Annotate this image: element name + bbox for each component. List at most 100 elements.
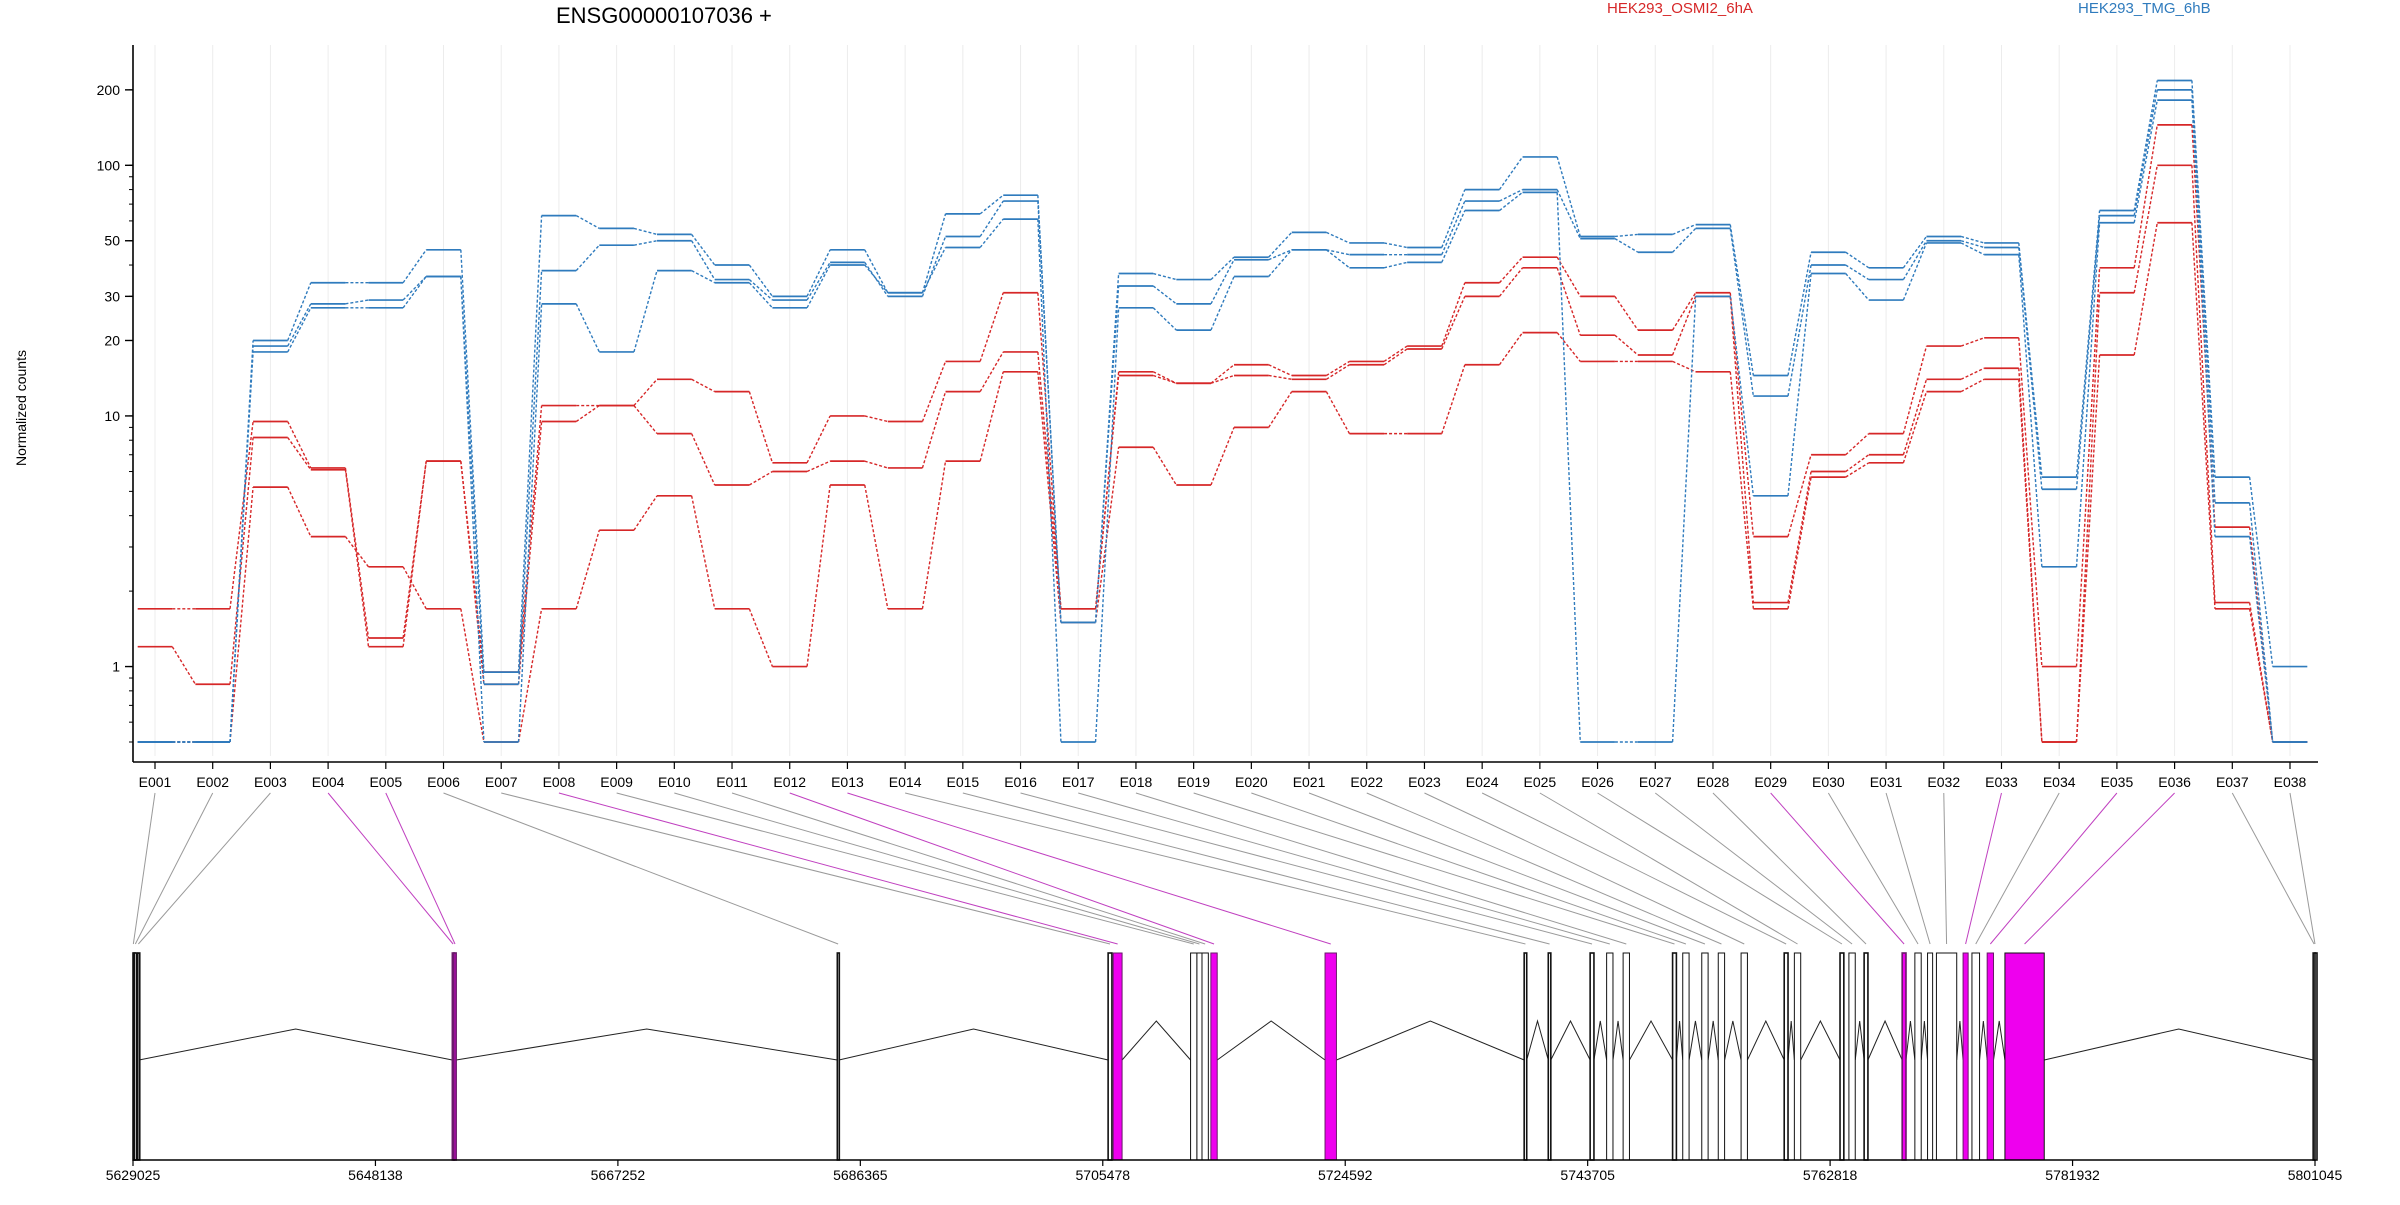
- exon-box-E011: [1201, 952, 1209, 1161]
- series-5-transition: [1902, 242, 1928, 301]
- series-0-transition: [1787, 454, 1812, 537]
- series-1-transition: [1671, 296, 1697, 356]
- series-2-transition: [1787, 476, 1812, 609]
- connector-E001: [132, 792, 156, 945]
- series-lines: [137, 79, 2308, 743]
- series-1-transition: [2133, 165, 2158, 293]
- connector-E005: [385, 792, 456, 945]
- connector-E035: [1989, 792, 2118, 945]
- x-tick-label-E031: E031: [1870, 774, 1903, 790]
- series-3-transition: [979, 194, 1004, 215]
- series-1-transition: [690, 433, 716, 486]
- connector-E033: [1965, 792, 2002, 945]
- series-1-transition: [1383, 348, 1408, 366]
- series-5-transition: [633, 270, 658, 353]
- series-1-transition: [633, 405, 658, 435]
- series-0-transition: [1037, 292, 1062, 609]
- series-0: [137, 124, 2308, 743]
- series-2-transition: [1094, 447, 1120, 623]
- series-2-transition: [921, 461, 947, 609]
- series-4-transition: [287, 303, 312, 347]
- y-tick-label-50: 50: [104, 233, 120, 249]
- series-4-transition: [517, 270, 543, 685]
- gene-title: ENSG00000107036 +: [556, 3, 772, 28]
- x-tick-label-E014: E014: [889, 774, 922, 790]
- connector-E038: [2289, 792, 2316, 945]
- x-tick-label-E016: E016: [1004, 774, 1037, 790]
- intron-21: [1724, 1020, 1742, 1061]
- series-5-transition: [748, 282, 773, 309]
- series-1-transition: [1268, 374, 1292, 380]
- series-1-transition: [921, 391, 947, 469]
- x-tick-label-E027: E027: [1639, 774, 1672, 790]
- series-2-transition: [1268, 391, 1293, 428]
- intron-13: [1526, 1019, 1549, 1061]
- series-0-transition: [864, 415, 888, 423]
- connector-E019: [1193, 792, 1675, 945]
- intron-28: [1905, 1020, 1916, 1061]
- series-1-transition: [575, 404, 600, 423]
- series-4-transition: [1787, 264, 1812, 397]
- series-5-transition: [1094, 307, 1120, 743]
- series-2-transition: [1556, 332, 1581, 362]
- connector-E029: [1770, 792, 1905, 945]
- exon-box-E022: [1717, 952, 1726, 1161]
- y-tick-label-30: 30: [104, 288, 120, 304]
- series-2-transition: [2191, 222, 2216, 609]
- exon-box-E012: [1210, 952, 1218, 1161]
- series-2-transition: [460, 608, 485, 743]
- series-0-transition: [1729, 292, 1755, 537]
- x-tick-label-E018: E018: [1120, 774, 1153, 790]
- exon-box-E032: [1935, 952, 1958, 1161]
- series-1-transition: [1729, 296, 1755, 603]
- connector-E020: [1251, 792, 1687, 945]
- connector-E017: [1078, 792, 1610, 945]
- series-2-transition: [1960, 378, 1985, 393]
- genomic-tick-label-5667252: 5667252: [591, 1167, 646, 1183]
- x-tick-label-E002: E002: [196, 774, 229, 790]
- exon-box-E028: [1863, 952, 1869, 1161]
- intron-18: [1675, 1020, 1684, 1061]
- x-tick-label-E003: E003: [254, 774, 287, 790]
- series-5-transition: [2018, 254, 2043, 567]
- series-4-transition: [1556, 189, 1581, 239]
- series-0-transition: [748, 391, 774, 464]
- series-4: [137, 89, 2308, 743]
- series-5-transition: [2248, 536, 2274, 743]
- x-tick-label-E038: E038: [2274, 774, 2307, 790]
- series-2: [137, 221, 2308, 743]
- x-tick-label-E010: E010: [658, 774, 691, 790]
- x-tick-label-E037: E037: [2216, 774, 2249, 790]
- series-4-transition: [1499, 188, 1523, 202]
- exon-box-E019: [1671, 952, 1678, 1161]
- genomic-tick-label-5801045: 5801045: [2288, 1167, 2343, 1183]
- genomic-tick-label-5686365: 5686365: [833, 1167, 888, 1183]
- series-1-transition: [1094, 375, 1120, 609]
- series-2-transition: [1441, 364, 1466, 434]
- x-tick-label-E024: E024: [1466, 774, 1499, 790]
- gridlines: [154, 45, 2291, 756]
- series-3-transition: [1672, 223, 1696, 236]
- x-tick-label-E015: E015: [946, 774, 979, 790]
- intron-19: [1688, 1020, 1703, 1061]
- exon-box-E031: [1927, 952, 1934, 1161]
- x-tick-label-E021: E021: [1293, 774, 1326, 790]
- gene-model: 5629025 5648138 5667252 5686365 5705478 57245…: [106, 952, 2343, 1183]
- x-tick-label-E023: E023: [1408, 774, 1441, 790]
- connector-E027: [1654, 792, 1853, 945]
- connector-E014: [905, 792, 1526, 945]
- series-4-transition: [1152, 285, 1177, 305]
- exon-box-E002: [133, 952, 138, 1161]
- series-4-transition: [575, 244, 600, 272]
- intron-33: [1979, 1020, 1988, 1061]
- genomic-tick-label-5629025: 5629025: [106, 1167, 161, 1183]
- x-tick-label-E004: E004: [312, 774, 345, 790]
- series-2-transition: [517, 608, 543, 743]
- connector-E034: [1975, 792, 2060, 945]
- series-3-transition: [575, 214, 600, 230]
- intron-2: [138, 1028, 453, 1061]
- series-2-transition: [1845, 462, 1870, 478]
- series-0-transition: [287, 421, 312, 469]
- series-5-transition: [691, 269, 716, 284]
